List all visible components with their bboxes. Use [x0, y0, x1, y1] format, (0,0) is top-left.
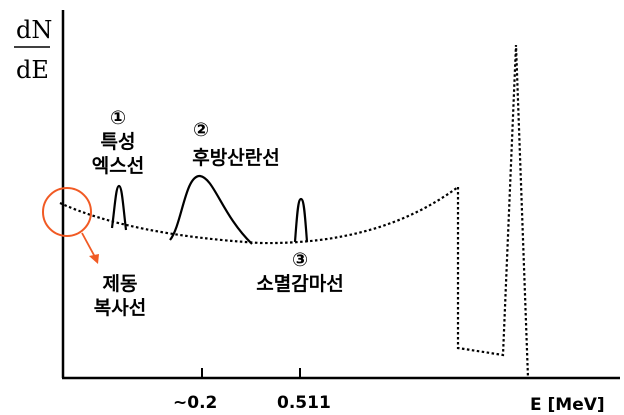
characteristic-xray-label-line1: 특성	[101, 131, 136, 153]
backscatter-number: ②	[193, 119, 209, 141]
bremsstrahlung-arrow-line	[81, 232, 96, 258]
backscatter-peak	[169, 174, 253, 245]
characteristic-xray-label-line2: 엑스선	[92, 155, 144, 177]
annihilation-label: 소멸감마선	[256, 273, 343, 295]
x-tick-label-0-511: 0.511	[277, 393, 331, 413]
bremsstrahlung-label-line2: 복사선	[94, 297, 146, 319]
photopeak-curve	[456, 44, 530, 379]
backscatter-label: 후방산란선	[192, 147, 279, 169]
x-tick-label-0-2: ~0.2	[173, 393, 217, 413]
bremsstrahlung-highlight-circle	[42, 187, 92, 237]
annihilation-number: ③	[292, 249, 308, 271]
y-label-denominator: dE	[16, 56, 49, 84]
bremsstrahlung-label-line1: 제동	[103, 273, 138, 295]
bremsstrahlung-arrowhead	[89, 254, 99, 264]
characteristic-xray-peak	[110, 184, 128, 231]
annihilation-peak	[293, 197, 309, 243]
characteristic-xray-number: ①	[110, 107, 126, 129]
continuum-curve	[59, 186, 459, 245]
y-label-numerator: dN	[16, 16, 52, 44]
x-axis-label: E [MeV]	[530, 395, 605, 415]
